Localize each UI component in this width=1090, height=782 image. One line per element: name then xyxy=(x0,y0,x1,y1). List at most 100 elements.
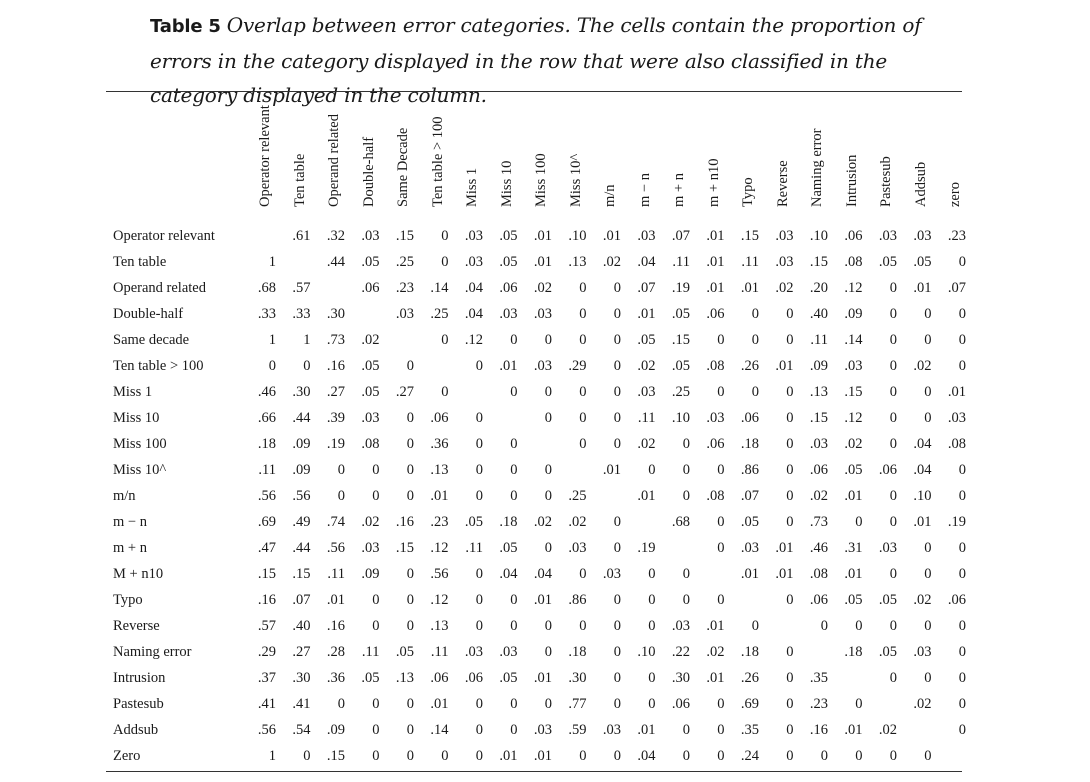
table-cell: .06 xyxy=(706,306,725,322)
table-cell: .18 xyxy=(740,644,759,660)
table-cell: .11 xyxy=(361,644,380,660)
table-cell: 0 xyxy=(786,670,794,686)
table-cell: .02 xyxy=(775,280,794,296)
table-cell: .01 xyxy=(533,228,552,244)
table-cell: .47 xyxy=(257,540,276,556)
row-label: Operator relevant xyxy=(113,228,215,244)
table-cell: .02 xyxy=(913,592,932,608)
table-cell: .66 xyxy=(257,410,276,426)
table-cell: 0 xyxy=(786,488,794,504)
table-cell: .07 xyxy=(292,592,311,608)
table-cell: 0 xyxy=(613,410,621,426)
table-cell: .73 xyxy=(809,514,828,530)
table-cell: 0 xyxy=(475,618,483,634)
table-cell: 0 xyxy=(958,566,966,582)
table-cell: .36 xyxy=(326,670,345,686)
table-cell: 0 xyxy=(958,254,966,270)
table-cell: 0 xyxy=(544,488,552,504)
table-cell: 0 xyxy=(303,358,311,374)
table-cell: .02 xyxy=(809,488,828,504)
table-cell: 0 xyxy=(786,722,794,738)
table-cell: .05 xyxy=(671,306,690,322)
table-cell: .07 xyxy=(671,228,690,244)
table-cell: 0 xyxy=(475,410,483,426)
table-cell: 0 xyxy=(303,748,311,764)
table-cell: 0 xyxy=(889,488,897,504)
caption-text: Overlap between error categories. The ce… xyxy=(150,13,922,107)
table-cell: .03 xyxy=(740,540,759,556)
table-cell: .05 xyxy=(499,228,518,244)
table-cell: .19 xyxy=(637,540,656,556)
column-header-label: zero xyxy=(947,182,964,207)
table-cell: 0 xyxy=(786,592,794,608)
table-cell: 0 xyxy=(475,358,483,374)
column-header-label: Typo xyxy=(740,177,757,207)
table-cell: .49 xyxy=(292,514,311,530)
table-cell: 0 xyxy=(579,566,587,582)
table-cell: 0 xyxy=(786,410,794,426)
table-cell: 0 xyxy=(510,462,518,478)
table-cell: 0 xyxy=(682,722,690,738)
table-cell: .30 xyxy=(292,384,311,400)
table-cell: .41 xyxy=(257,696,276,712)
table-cell: .01 xyxy=(740,566,759,582)
table-cell: 0 xyxy=(579,306,587,322)
table-cell: .12 xyxy=(844,280,863,296)
table-cell: 0 xyxy=(510,436,518,452)
table-cell: .15 xyxy=(809,254,828,270)
table-cell: 0 xyxy=(889,670,897,686)
column-header: Typo xyxy=(731,91,766,221)
table-cell: .05 xyxy=(361,254,380,270)
table-cell: .74 xyxy=(326,514,345,530)
table-cell: 0 xyxy=(544,410,552,426)
table-cell: .06 xyxy=(947,592,966,608)
row-label: Intrusion xyxy=(113,670,166,686)
table-cell: 0 xyxy=(441,228,449,244)
table-cell: .15 xyxy=(326,748,345,764)
table-cell: .11 xyxy=(430,644,449,660)
table-cell: .03 xyxy=(637,384,656,400)
table-cell: .44 xyxy=(292,410,311,426)
table-cell: .05 xyxy=(878,644,897,660)
table-cell: .03 xyxy=(671,618,690,634)
table-cell: 0 xyxy=(406,410,414,426)
table-cell: .07 xyxy=(637,280,656,296)
table-cell: .03 xyxy=(464,254,483,270)
table-cell: .09 xyxy=(292,462,311,478)
table-cell: 0 xyxy=(786,748,794,764)
column-header-label: m − n xyxy=(636,173,653,207)
row-label: M + n10 xyxy=(113,566,164,582)
table-cell: 0 xyxy=(613,748,621,764)
row-label: Addsub xyxy=(113,722,159,738)
table-cell: 0 xyxy=(441,254,449,270)
column-header: Operand related xyxy=(317,91,352,221)
table-cell: .20 xyxy=(809,280,828,296)
table-cell: 0 xyxy=(441,384,449,400)
row-label: Same decade xyxy=(113,332,190,348)
table-cell: 0 xyxy=(406,592,414,608)
table-cell: .06 xyxy=(878,462,897,478)
table-cell: .03 xyxy=(637,228,656,244)
table-cell: .03 xyxy=(602,722,621,738)
table-cell: .68 xyxy=(671,514,690,530)
table-cell: .04 xyxy=(464,280,483,296)
table-cell: .23 xyxy=(809,696,828,712)
table-cell: 0 xyxy=(924,410,932,426)
table-cell: .12 xyxy=(430,592,449,608)
table-cell: 0 xyxy=(475,748,483,764)
table-cell: 0 xyxy=(924,540,932,556)
table-cell: 0 xyxy=(751,332,759,348)
column-header: Operator relevant xyxy=(248,91,283,221)
table-cell: .03 xyxy=(913,228,932,244)
table-cell: .25 xyxy=(430,306,449,322)
table-cell: .06 xyxy=(361,280,380,296)
table-cell: .11 xyxy=(258,462,276,478)
table-cell: .24 xyxy=(740,748,759,764)
column-header-label: Intrusion xyxy=(843,154,860,207)
table-cell: 0 xyxy=(406,748,414,764)
table-cell: .73 xyxy=(326,332,345,348)
top-rule xyxy=(106,91,962,92)
table-cell: .01 xyxy=(947,384,966,400)
table-cell: 0 xyxy=(544,644,552,660)
table-cell: .12 xyxy=(464,332,483,348)
